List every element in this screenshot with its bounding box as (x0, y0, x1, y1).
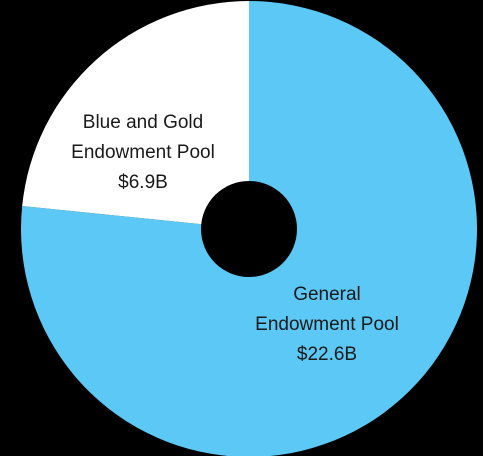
slice-label-general-endowment-pool: General Endowment Pool $22.6B (255, 284, 399, 365)
slice-name-label: Blue and Gold (83, 112, 203, 133)
donut-hole (201, 181, 297, 277)
slice-name-label: Endowment Pool (71, 142, 215, 163)
slice-label-blue-and-gold-endowment-pool: Blue and Gold Endowment Pool $6.9B (71, 112, 215, 193)
slice-value-label: $22.6B (297, 344, 357, 365)
pie-slice-general-endowment-pool (21, 1, 477, 456)
slice-value-label: $6.9B (118, 172, 168, 193)
slice-name-label: General (293, 284, 361, 305)
slice-name-label: Endowment Pool (255, 314, 399, 335)
pie-slice-blue-and-gold-endowment-pool (22, 1, 250, 229)
